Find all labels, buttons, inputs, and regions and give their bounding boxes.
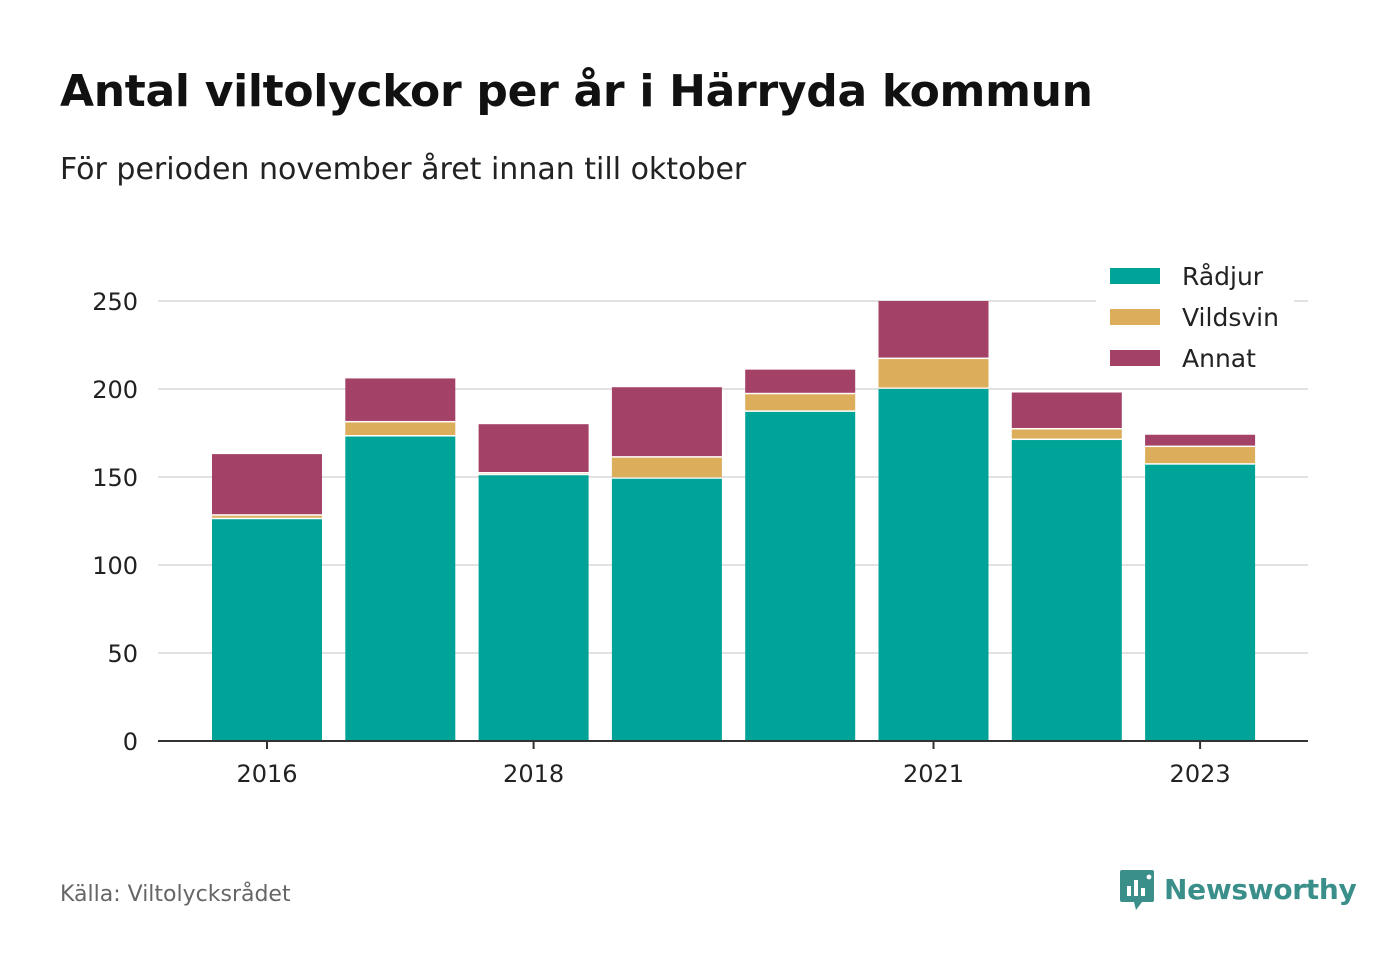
bar-rådjur-2020 bbox=[745, 411, 856, 741]
newsworthy-logo-icon bbox=[1120, 870, 1154, 910]
bar-rådjur-2018 bbox=[478, 475, 589, 741]
bar-annat-2019 bbox=[611, 387, 722, 457]
bars bbox=[212, 301, 1256, 741]
bar-vildsvin-2021 bbox=[878, 359, 989, 388]
bar-rådjur-2019 bbox=[611, 478, 722, 741]
y-tick-label: 250 bbox=[92, 288, 138, 316]
bar-rådjur-2017 bbox=[345, 436, 456, 741]
bar-annat-2018 bbox=[478, 424, 589, 472]
legend-label-vildsvin: Vildsvin bbox=[1182, 303, 1279, 332]
bar-vildsvin-2022 bbox=[1011, 429, 1122, 439]
legend-swatch-annat bbox=[1110, 350, 1160, 366]
x-tick-label: 2018 bbox=[503, 760, 564, 788]
bar-rådjur-2022 bbox=[1011, 440, 1122, 741]
bar-vildsvin-2019 bbox=[611, 457, 722, 478]
y-tick-label: 100 bbox=[92, 552, 138, 580]
legend: Rådjur Vildsvin Annat bbox=[1096, 256, 1294, 376]
x-tick-label: 2021 bbox=[903, 760, 964, 788]
bar-vildsvin-2016 bbox=[212, 515, 322, 518]
legend-swatch-vildsvin bbox=[1110, 309, 1160, 325]
y-tick-label: 0 bbox=[123, 728, 138, 756]
legend-label-rådjur: Rådjur bbox=[1182, 262, 1264, 291]
bar-rådjur-2021 bbox=[878, 389, 989, 741]
page-title: Antal viltolyckor per år i Härryda kommu… bbox=[60, 66, 1093, 117]
y-tick-label: 50 bbox=[107, 640, 138, 668]
bar-vildsvin-2017 bbox=[345, 422, 456, 436]
x-tick-label: 2023 bbox=[1170, 760, 1231, 788]
bar-annat-2021 bbox=[878, 301, 989, 358]
bar-annat-2020 bbox=[745, 369, 856, 393]
bar-annat-2016 bbox=[212, 454, 322, 515]
y-tick-labels: 0 50 100 150 200 250 bbox=[92, 288, 138, 756]
bar-vildsvin-2023 bbox=[1145, 447, 1256, 464]
brand-name: Newsworthy bbox=[1164, 872, 1357, 906]
y-tick-label: 200 bbox=[92, 376, 138, 404]
bar-rådjur-2016 bbox=[212, 519, 322, 741]
y-tick-label: 150 bbox=[92, 464, 138, 492]
page-subtitle: För perioden november året innan till ok… bbox=[60, 152, 747, 187]
x-tick-label: 2016 bbox=[236, 760, 297, 788]
source-note: Källa: Viltolycksrådet bbox=[60, 882, 291, 907]
legend-label-annat: Annat bbox=[1182, 344, 1256, 373]
legend-swatch-rådjur bbox=[1110, 268, 1160, 284]
brand-logo: Newsworthy bbox=[1118, 866, 1357, 912]
bar-annat-2022 bbox=[1011, 392, 1122, 428]
bar-vildsvin-2020 bbox=[745, 394, 856, 411]
bar-rådjur-2023 bbox=[1145, 464, 1256, 741]
x-axis: 2016 2018 2021 2023 bbox=[158, 740, 1308, 788]
bar-annat-2023 bbox=[1145, 434, 1256, 446]
bar-annat-2017 bbox=[345, 378, 456, 421]
